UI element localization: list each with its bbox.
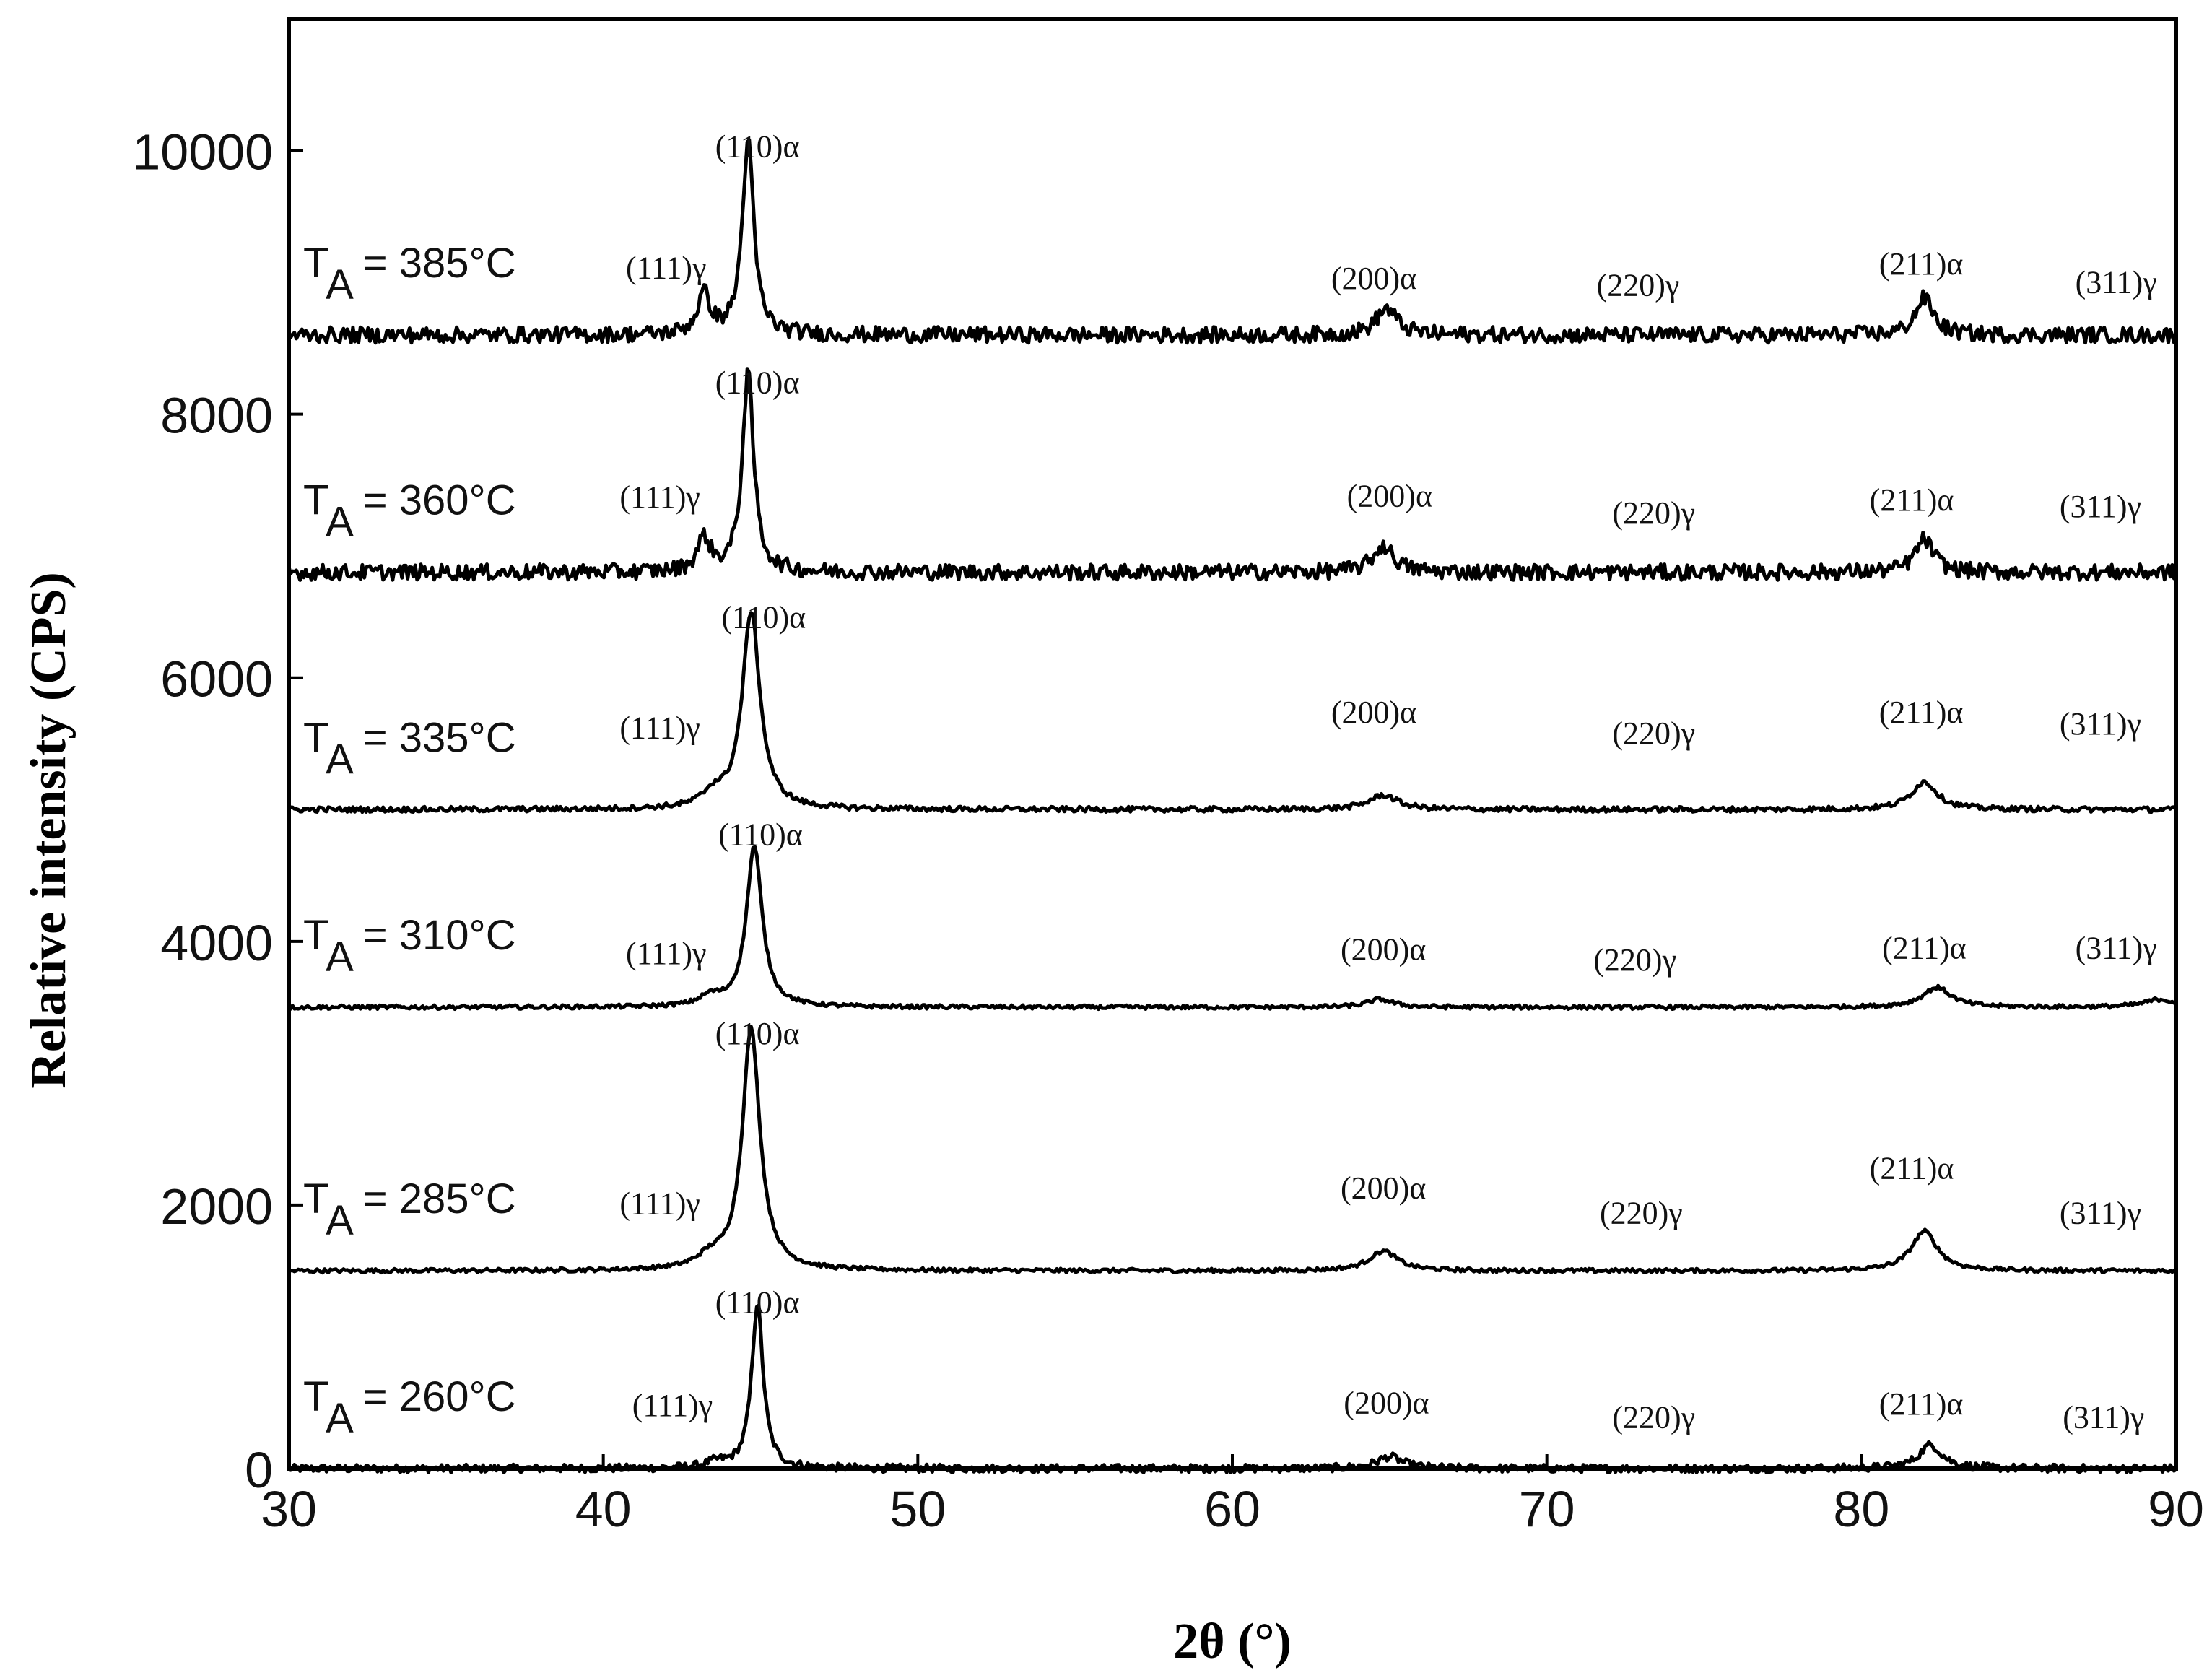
peak-label: (211)α <box>1879 246 1964 282</box>
temperature-label-prefix: T <box>303 240 328 287</box>
x-tick-label: 80 <box>1833 1481 1889 1537</box>
peak-label: (200)α <box>1347 478 1432 513</box>
peak-label: (311)γ <box>2063 1399 2144 1435</box>
peak-label: (211)α <box>1870 1150 1954 1186</box>
temperature-label-sub: A <box>326 934 354 981</box>
temperature-label-sub: A <box>326 261 354 308</box>
temperature-label-sub: A <box>326 1395 354 1442</box>
peak-label: (111)γ <box>632 1388 713 1423</box>
peak-label: (311)γ <box>2060 706 2141 742</box>
temperature-label-value: = 385°C <box>352 240 516 287</box>
temperature-label-prefix: T <box>303 912 328 959</box>
peak-label: (110)α <box>715 365 800 400</box>
peak-label: (220)γ <box>1600 1195 1683 1230</box>
temperature-label-sub: A <box>326 499 354 546</box>
temperature-label-value: = 260°C <box>352 1373 516 1420</box>
trace-4 <box>287 367 2178 582</box>
peak-label: (220)γ <box>1597 267 1680 303</box>
trace-0 <box>287 1303 2177 1474</box>
x-tick-label: 30 <box>261 1481 317 1537</box>
peak-label: (311)γ <box>2076 265 2157 300</box>
x-tick-label: 50 <box>889 1481 946 1537</box>
temperature-label-sub: A <box>326 1197 354 1244</box>
temperature-label-prefix: T <box>303 1373 328 1420</box>
y-tick-label: 4000 <box>160 915 273 971</box>
peak-label: (110)α <box>718 817 803 853</box>
temperature-label: TA = 310°C <box>303 912 516 981</box>
x-tick-label: 40 <box>575 1481 632 1537</box>
temperature-label: TA = 360°C <box>303 477 516 546</box>
peak-label: (110)α <box>715 1285 800 1321</box>
y-axis-label: Relative intensity (CPS) <box>21 572 77 1088</box>
temperature-label-value: = 360°C <box>352 477 516 524</box>
peak-label: (200)α <box>1331 261 1416 296</box>
peak-label: (110)α <box>715 129 800 165</box>
temperature-label-prefix: T <box>303 1175 328 1222</box>
peak-label: (110)α <box>715 1016 800 1051</box>
temperature-label-value: = 285°C <box>352 1175 516 1222</box>
y-tick-label: 2000 <box>160 1178 273 1235</box>
temperature-label-value: = 310°C <box>352 912 516 959</box>
peak-label: (311)γ <box>2060 489 2141 524</box>
temperature-label: TA = 260°C <box>303 1373 516 1442</box>
temperature-label: TA = 385°C <box>303 240 516 308</box>
trace-3 <box>287 611 2177 814</box>
peak-label: (220)γ <box>1612 495 1695 531</box>
temperature-label-value: = 335°C <box>352 714 516 761</box>
y-tick-label: 8000 <box>160 388 273 444</box>
temperature-label: TA = 285°C <box>303 1175 516 1244</box>
y-tick-label: 0 <box>245 1442 273 1498</box>
y-tick-label: 10000 <box>132 124 273 181</box>
peak-label: (220)γ <box>1593 942 1676 978</box>
x-axis-label: 2θ (°) <box>1173 1614 1292 1669</box>
trace-5 <box>287 138 2178 345</box>
peak-label: (211)α <box>1879 1386 1964 1422</box>
peak-label: (311)γ <box>2060 1195 2141 1230</box>
peak-label: (220)γ <box>1612 1399 1695 1435</box>
peak-label: (200)α <box>1341 931 1426 967</box>
peak-label: (200)α <box>1341 1170 1426 1206</box>
peak-label: (111)γ <box>619 710 700 746</box>
peak-label: (111)γ <box>626 251 706 286</box>
traces <box>287 138 2178 1474</box>
plot-frame <box>287 17 2178 1471</box>
axis-ticks: 30 40 50 60 70 80 90 0 2000 4000 6000 8000 10000 <box>132 124 2204 1537</box>
y-tick-label: 6000 <box>160 651 273 708</box>
temperature-label: TA = 335°C <box>303 714 516 783</box>
trace-1 <box>287 1025 2177 1275</box>
x-tick-label: 90 <box>2148 1481 2204 1537</box>
peak-label: (200)α <box>1344 1385 1429 1420</box>
peak-label: (111)γ <box>619 1186 700 1222</box>
temperature-label-sub: A <box>326 736 354 783</box>
peak-label: (220)γ <box>1612 716 1695 751</box>
peak-label: (111)γ <box>626 936 706 971</box>
peak-label: (110)α <box>721 599 806 635</box>
temperature-label-prefix: T <box>303 714 328 761</box>
trace-2 <box>288 845 2177 1012</box>
peak-label: (111)γ <box>619 479 700 515</box>
peak-label: (211)α <box>1879 695 1964 730</box>
annotations: TA = 260°C(110)α(111)γ (200)α (220)γ (211)α… <box>303 129 2157 1442</box>
peak-label: (211)α <box>1882 931 1967 966</box>
peak-label: (200)α <box>1331 695 1416 730</box>
x-tick-label: 60 <box>1204 1481 1260 1537</box>
peak-label: (311)γ <box>2076 931 2157 966</box>
x-tick-label: 70 <box>1519 1481 1575 1537</box>
peak-label: (211)α <box>1870 482 1954 518</box>
temperature-label-prefix: T <box>303 477 328 524</box>
